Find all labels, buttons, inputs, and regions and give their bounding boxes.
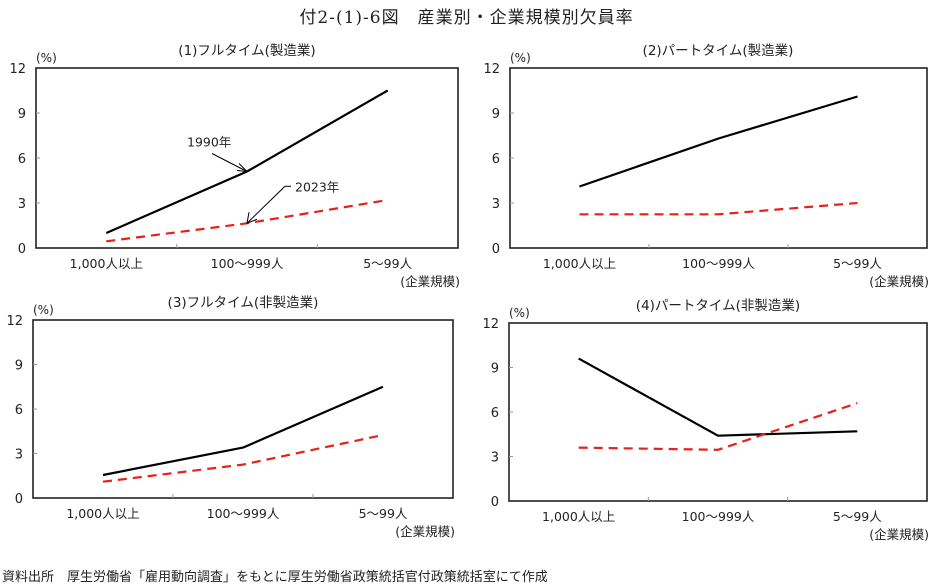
plot-frame [508,322,928,502]
figure-title: 付2-(1)-6図 産業別・企業規模別欠員率 [299,8,634,28]
panel-title: (3)フルタイム(非製造業) [168,295,319,311]
annotation-arrow-2023 [246,185,286,224]
y-tick-label: 9 [15,359,23,374]
y-tick-label: 0 [15,492,23,507]
x-category-label: 100〜999人 [211,256,284,271]
x-axis-note: (企業規模) [869,527,929,542]
y-tick-label: 6 [15,403,23,418]
panel-title: (2)パートタイム(製造業) [643,43,794,59]
y-tick-label: 12 [9,62,26,77]
x-category-label: 1,000人以上 [66,506,139,521]
y-tick-label: 3 [15,448,23,463]
y-unit-label: (%) [33,303,54,317]
chart-panel-2: (2)パートタイム(製造業) (%) 0 3 6 9 12 1,000人以上 100〜999人 5… [483,43,929,289]
annotation-arrow-1990 [211,153,248,172]
x-category-label: 1,000人以上 [543,256,616,271]
plot-frame [32,319,454,499]
x-category-label: 5〜99人 [363,256,412,271]
y-unit-label: (%) [510,51,531,65]
chart-panel-3: (3)フルタイム(非製造業) (%) 0 3 6 9 12 1,000人以上 100〜999人 5… [6,295,455,539]
y-tick-label: 6 [18,152,26,167]
series-line-2023 [579,201,858,216]
y-tick-label: 6 [492,152,500,167]
plot-frame [509,67,928,249]
y-unit-label: (%) [36,51,57,65]
x-category-label: 5〜99人 [359,506,408,521]
x-category-label: 100〜999人 [682,256,755,271]
y-tick-label: 9 [491,362,499,377]
y-tick-label: 3 [492,197,500,212]
y-tick-label: 0 [18,242,26,257]
x-axis-note: (企業規模) [400,274,460,289]
series-line-1990 [578,357,858,437]
x-axis-note: (企業規模) [395,524,455,539]
annotation-2023: 2023年 [295,179,339,194]
x-axis-note: (企業規模) [869,274,929,289]
series-line-1990 [579,95,858,188]
chart-panel-1: (1)フルタイム(製造業) (%) 0 3 6 9 12 1,000人以上 100〜999人 5〜… [9,43,460,289]
y-tick-label: 12 [482,317,499,332]
arrowhead-icon [246,212,258,225]
y-unit-label: (%) [509,306,530,320]
series-line-1990 [105,89,389,235]
annotation-1990: 1990年 [187,135,231,150]
chart-panel-4: (4)パートタイム(非製造業) (%) 0 3 6 9 12 1,000人以上 100〜999人… [482,298,929,542]
series-line-2023 [102,433,384,483]
source-note: 資料出所 厚生労働省「雇用動向調査」をもとに厚生労働省政策統括官付政策統括室にて… [2,570,548,585]
x-category-label: 5〜99人 [833,509,882,524]
y-tick-label: 9 [492,107,500,122]
x-category-label: 100〜999人 [207,506,280,521]
y-tick-label: 0 [492,242,500,257]
series-line-2023 [578,402,858,451]
y-tick-label: 3 [18,197,26,212]
panel-title: (1)フルタイム(製造業) [178,43,315,59]
x-category-label: 5〜99人 [833,256,882,271]
arrowhead-icon [236,163,249,173]
y-tick-label: 12 [6,314,23,329]
y-tick-label: 12 [483,62,500,77]
series-line-1990 [102,385,384,477]
x-category-label: 1,000人以上 [70,256,143,271]
x-category-label: 100〜999人 [682,509,755,524]
y-tick-label: 9 [18,107,26,122]
y-tick-label: 6 [491,406,499,421]
y-tick-label: 3 [491,451,499,466]
x-category-label: 1,000人以上 [542,509,615,524]
panel-title: (4)パートタイム(非製造業) [636,298,800,314]
y-tick-label: 0 [491,495,499,510]
